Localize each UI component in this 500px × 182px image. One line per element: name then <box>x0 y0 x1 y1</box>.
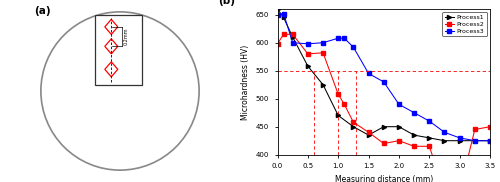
Process3 <box>305 43 311 45</box>
Process3 <box>280 13 286 15</box>
Y-axis label: Microhardness (HV): Microhardness (HV) <box>241 44 250 120</box>
Process3 <box>366 72 372 75</box>
Process2 <box>472 128 478 131</box>
Process1 <box>280 16 286 19</box>
Process2 <box>335 93 341 95</box>
Process2 <box>350 121 356 123</box>
Text: 0.2mm: 0.2mm <box>124 28 128 45</box>
Line: Process1: Process1 <box>276 7 492 143</box>
Process3 <box>487 140 493 142</box>
Process1 <box>290 36 296 38</box>
Process1 <box>274 8 280 10</box>
Process1 <box>456 140 462 142</box>
Process1 <box>350 126 356 128</box>
Process3 <box>472 140 478 142</box>
Process2 <box>280 33 286 35</box>
Process3 <box>426 120 432 122</box>
X-axis label: Measuring distance (mm): Measuring distance (mm) <box>334 175 433 182</box>
Legend: Process1, Process2, Process3: Process1, Process2, Process3 <box>442 12 487 36</box>
Process2 <box>426 145 432 147</box>
Process1 <box>426 137 432 139</box>
Process1 <box>366 134 372 136</box>
Process1 <box>320 84 326 86</box>
Process2 <box>487 126 493 128</box>
Process2 <box>274 43 280 45</box>
Process3 <box>342 37 347 39</box>
Process3 <box>396 103 402 105</box>
Process2 <box>411 145 417 147</box>
Process1 <box>396 126 402 128</box>
Process3 <box>456 137 462 139</box>
Process1 <box>411 134 417 136</box>
Bar <box>94 15 142 85</box>
Process1 <box>442 140 448 142</box>
Process2 <box>290 33 296 35</box>
Process3 <box>442 131 448 133</box>
Process3 <box>350 46 356 48</box>
Line: Process2: Process2 <box>276 32 492 182</box>
Process2 <box>381 142 387 145</box>
Process3 <box>320 42 326 44</box>
Process3 <box>335 37 341 39</box>
Process1 <box>305 65 311 67</box>
Process3 <box>274 14 280 16</box>
Text: (b): (b) <box>218 0 235 6</box>
Process3 <box>381 81 387 83</box>
Process2 <box>366 131 372 133</box>
Text: (a): (a) <box>34 5 51 15</box>
Process1 <box>472 140 478 142</box>
Process1 <box>335 114 341 117</box>
Process3 <box>411 112 417 114</box>
Process1 <box>381 126 387 128</box>
Process1 <box>487 140 493 142</box>
Process2 <box>320 52 326 54</box>
Process2 <box>342 103 347 105</box>
Process2 <box>396 140 402 142</box>
Process2 <box>305 53 311 55</box>
Process3 <box>290 42 296 44</box>
Line: Process3: Process3 <box>276 11 492 143</box>
